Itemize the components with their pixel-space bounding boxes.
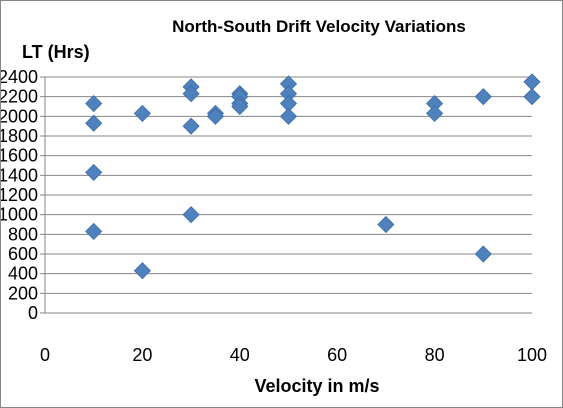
y-tick-label: 2000: [1, 106, 38, 126]
data-point: [523, 73, 541, 91]
y-tick-label: 2400: [1, 67, 38, 87]
data-points: [85, 73, 541, 280]
y-tick-label: 800: [8, 224, 38, 244]
x-tick-label: 20: [132, 345, 152, 365]
x-axis-label: Velocity in m/s: [254, 376, 379, 396]
chart-title: North-South Drift Velocity Variations: [172, 17, 466, 36]
y-tick-label: 1400: [1, 165, 38, 185]
data-point: [182, 206, 200, 224]
data-point: [206, 107, 225, 125]
y-tick-label: 1600: [1, 146, 38, 166]
data-point: [377, 215, 395, 234]
data-point: [133, 262, 151, 280]
y-tick-label: 1800: [1, 126, 38, 146]
data-point: [85, 222, 103, 240]
data-point: [426, 104, 444, 122]
data-point: [85, 94, 103, 113]
data-point: [85, 163, 103, 181]
data-point: [133, 104, 151, 122]
data-point: [474, 88, 492, 106]
y-tick-label: 400: [8, 264, 38, 284]
data-point: [85, 114, 103, 132]
x-tick-label: 40: [230, 345, 250, 365]
y-tick-label: 0: [28, 303, 38, 323]
data-point: [182, 117, 200, 135]
x-tick-label: 0: [40, 345, 50, 365]
y-axis-label: LT (Hrs): [22, 42, 90, 62]
y-tick-label: 1200: [1, 185, 38, 205]
y-tick-label: 600: [8, 244, 38, 264]
x-tick-label: 60: [327, 345, 347, 365]
x-tick-label: 80: [425, 345, 445, 365]
x-axis-ticks: 0 20 40 60 80 100: [40, 345, 547, 365]
data-point: [182, 85, 200, 103]
data-point: [523, 88, 541, 106]
x-tick-label: 100: [517, 345, 547, 365]
data-point: [231, 97, 249, 116]
data-point: [474, 245, 492, 263]
y-tick-label: 2200: [1, 87, 38, 107]
data-point: [279, 107, 298, 125]
axes: [40, 76, 532, 314]
gridlines: [45, 76, 532, 294]
y-axis-ticks: 0200400600800100012001400160018002000220…: [1, 67, 38, 323]
y-tick-label: 200: [8, 283, 38, 303]
y-tick-label: 1000: [1, 205, 38, 225]
